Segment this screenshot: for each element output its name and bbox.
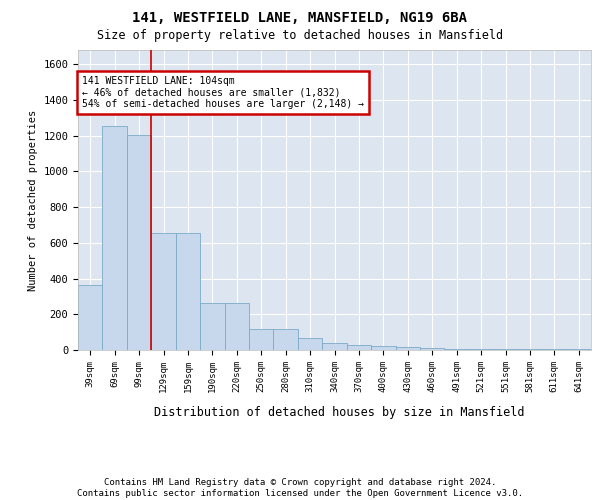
Bar	[249, 330, 274, 350]
Text: Size of property relative to detached houses in Mansfield: Size of property relative to detached ho…	[97, 29, 503, 42]
Bar	[151, 233, 176, 350]
Bar	[493, 349, 518, 350]
Bar	[224, 302, 249, 350]
Bar	[518, 349, 542, 350]
Text: 141 WESTFIELD LANE: 104sqm
← 46% of detached houses are smaller (1,832)
54% of s: 141 WESTFIELD LANE: 104sqm ← 46% of deta…	[82, 76, 364, 109]
Bar	[78, 285, 103, 350]
Bar	[274, 330, 298, 350]
Bar	[298, 338, 322, 350]
Bar	[322, 343, 347, 350]
Text: Contains HM Land Registry data © Crown copyright and database right 2024.
Contai: Contains HM Land Registry data © Crown c…	[77, 478, 523, 498]
Bar	[103, 126, 127, 350]
Bar	[395, 347, 420, 350]
Y-axis label: Number of detached properties: Number of detached properties	[28, 110, 38, 290]
Bar	[469, 349, 493, 350]
Text: Distribution of detached houses by size in Mansfield: Distribution of detached houses by size …	[154, 406, 524, 419]
Bar	[127, 135, 151, 350]
Bar	[420, 348, 445, 350]
Bar	[371, 346, 395, 350]
Bar	[200, 302, 224, 350]
Bar	[445, 349, 469, 350]
Bar	[347, 344, 371, 350]
Text: 141, WESTFIELD LANE, MANSFIELD, NG19 6BA: 141, WESTFIELD LANE, MANSFIELD, NG19 6BA	[133, 11, 467, 25]
Bar	[542, 349, 566, 350]
Bar	[176, 233, 200, 350]
Bar	[566, 349, 591, 350]
